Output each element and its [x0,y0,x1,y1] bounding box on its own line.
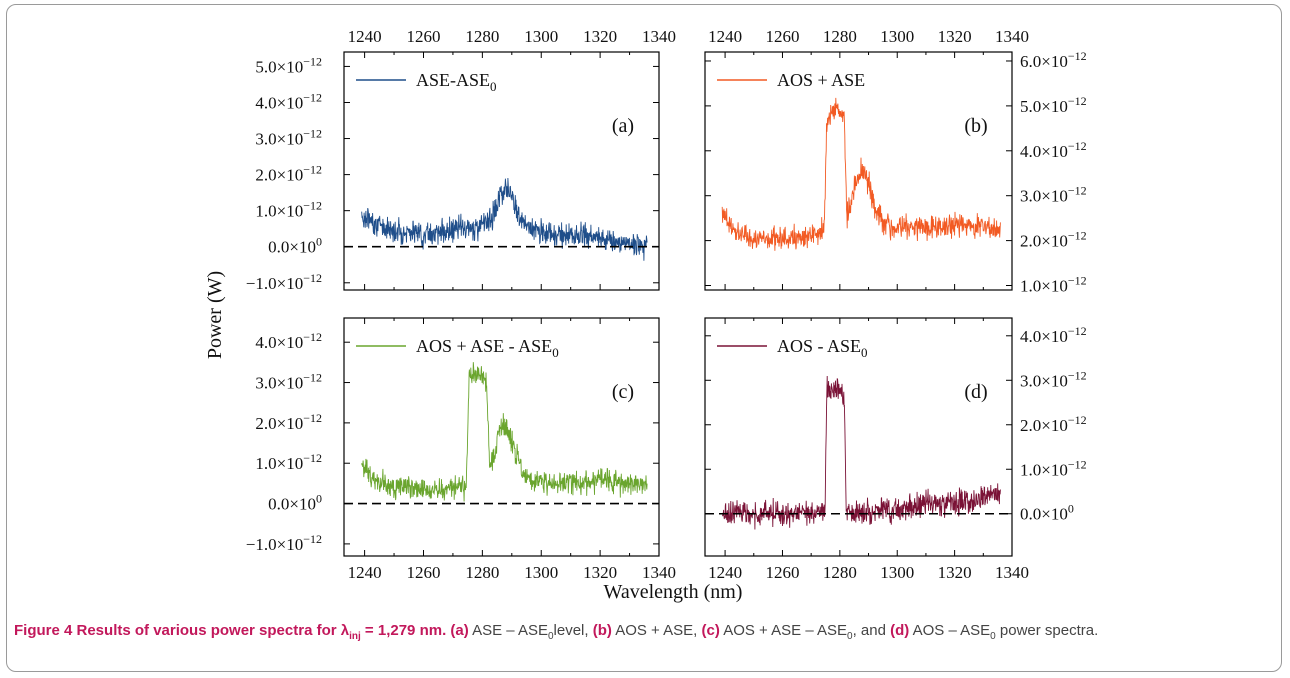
y-tick-label-d: 0.0×100 [1020,502,1074,524]
figure-frame [6,4,1282,672]
caption-lead-text: Figure 4 Results of various power spectr… [14,622,350,639]
y-tick-label-a: 2.0×10−12 [255,163,322,185]
axes-frame-c [343,317,660,557]
y-tick-label-a: 3.0×10−12 [255,127,322,149]
x-axis-label: Wavelength (nm) [604,581,743,603]
x-tick-label-c: 1340 [642,563,676,582]
panel-label-d: (d) [964,381,987,403]
y-tick-label-c: 2.0×10−12 [255,411,322,433]
x-tick-label-a: 1260 [406,27,440,46]
y-tick-label-c: −1.0×10−12 [246,532,322,554]
panel-b: 1240 1260 1280 1300 1320 1340 1.0×10−12 2.0×10−… [704,27,1087,296]
panel-label-c: (c) [612,381,634,403]
x-tick-label-c: 1280 [465,563,499,582]
panel-d: 1240 1260 1280 1300 1320 1340 0.0×100 1.0×10−12… [704,317,1087,582]
y-tick-label-c: 3.0×10−12 [255,371,322,393]
x-tick-label-c: 1260 [406,563,440,582]
panel-label-b: (b) [964,115,987,137]
y-tick-label-d: 4.0×10−12 [1020,324,1087,346]
x-tick-label-b: 1300 [880,27,914,46]
figure-chart: 1240 1260 1280 1300 1320 1340 −1.0×10−12 0.0×10… [204,27,1087,603]
caption-tag-a: (a) [450,622,469,639]
caption-sub-c: 0 [847,631,853,642]
legend-label-a: ASE-ASE0 [416,70,497,94]
x-tick-label-a: 1340 [642,27,676,46]
x-tick-label-d: 1240 [708,563,742,582]
panel-a: 1240 1260 1280 1300 1320 1340 −1.0×10−12 0.0×10… [246,27,676,293]
y-tick-label-a: −1.0×10−12 [246,271,322,293]
x-tick-label-c: 1320 [583,563,617,582]
caption-tail-d: power spectra. [995,622,1099,639]
y-tick-label-b: 4.0×10−12 [1020,139,1087,161]
caption-text-d: AOS – ASE [909,622,991,639]
x-tick-label-b: 1260 [765,27,799,46]
axes-frame-d [704,317,1013,557]
x-tick-label-b: 1340 [995,27,1029,46]
legend-label-c: AOS + ASE - ASE0 [416,336,559,360]
y-tick-label-a: 1.0×10−12 [255,199,322,221]
caption-text-b: AOS + ASE, [611,622,702,639]
caption-text-a: ASE – ASE [468,622,548,639]
legend-label-b: AOS + ASE [777,70,865,90]
caption-tail-a: level, [553,622,593,639]
y-tick-label-b: 5.0×10−12 [1020,94,1087,116]
axes-frame-a [343,51,660,291]
caption-tag-d: (d) [890,622,910,639]
y-tick-label-c: 4.0×10−12 [255,330,322,352]
series-line-a [361,177,648,261]
y-tick-label-a: 4.0×10−12 [255,90,322,112]
series-line-c [361,362,648,502]
y-tick-label-c: 0.0×100 [268,492,322,514]
x-tick-label-a: 1320 [583,27,617,46]
x-tick-label-c: 1300 [524,563,558,582]
panel-label-a: (a) [612,115,634,137]
caption-tail-c: , and [852,622,891,639]
series-line-b [721,97,1001,251]
x-tick-label-a: 1280 [465,27,499,46]
legend-label-d: AOS - ASE0 [777,336,868,360]
caption-sub-d: 0 [990,631,996,642]
y-tick-label-b: 3.0×10−12 [1020,184,1087,206]
x-tick-label-d: 1300 [880,563,914,582]
x-tick-label-a: 1300 [524,27,558,46]
y-tick-label-b: 1.0×10−12 [1020,274,1087,296]
y-tick-label-a: 5.0×10−12 [255,54,322,76]
x-tick-label-d: 1280 [823,563,857,582]
caption-sub-a: 0 [547,631,554,642]
caption-tag-c: (c) [701,622,720,639]
panel-c: 1240 1260 1280 1300 1320 1340 −1.0×10−12 0.0×10… [246,317,676,582]
y-tick-label-d: 1.0×10−12 [1020,457,1087,479]
x-tick-label-d: 1260 [765,563,799,582]
x-tick-label-b: 1320 [938,27,972,46]
x-tick-label-d: 1340 [995,563,1029,582]
caption-lead-tail: = 1,279 nm. [360,622,447,639]
y-tick-label-c: 1.0×10−12 [255,451,322,473]
x-tick-label-c: 1240 [348,563,382,582]
y-tick-label-b: 2.0×10−12 [1020,229,1087,251]
y-tick-label-d: 3.0×10−12 [1020,368,1087,390]
panels-group: 1240 1260 1280 1300 1320 1340 −1.0×10−12 0.0×10… [246,27,1087,582]
series-line-d [722,375,1001,530]
x-tick-label-d: 1320 [938,563,972,582]
axes-frame-b [704,51,1013,291]
y-axis-label: Power (W) [204,271,226,359]
y-tick-label-b: 6.0×10−12 [1020,49,1087,71]
x-tick-label-a: 1240 [348,27,382,46]
caption-text-c: AOS + ASE – ASE [719,622,848,639]
caption-tag-b: (b) [592,622,612,639]
y-tick-label-a: 0.0×100 [268,235,322,257]
caption-lead: Figure 4 Results of various power spectr… [14,622,447,642]
x-tick-label-b: 1240 [708,27,742,46]
y-tick-label-d: 2.0×10−12 [1020,413,1087,435]
figure-caption: Figure 4 Results of various power spectr… [14,620,1276,642]
caption-lead-sub: inj [349,631,361,642]
x-tick-label-b: 1280 [823,27,857,46]
